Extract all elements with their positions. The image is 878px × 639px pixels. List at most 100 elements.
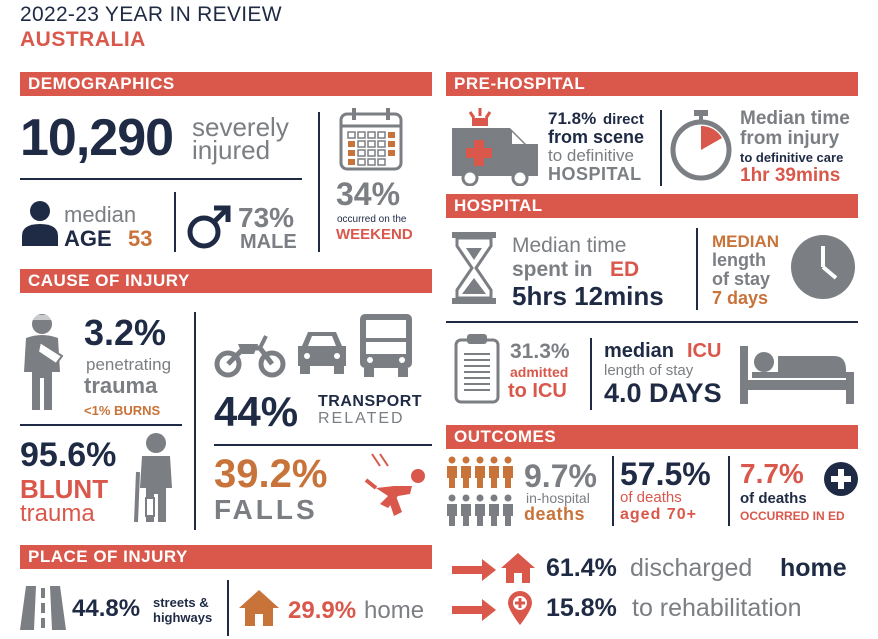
arrow-right-icon <box>452 557 496 583</box>
direct-line4: HOSPITAL <box>548 164 642 184</box>
stay-line1: MEDIAN <box>712 232 780 251</box>
divider <box>214 444 432 446</box>
direct-pct: 71.8% <box>548 109 597 128</box>
divider <box>194 312 196 530</box>
penetrating-pct: 3.2% <box>84 312 167 353</box>
transport-line1: TRANSPORT <box>318 393 423 410</box>
divider <box>660 110 662 186</box>
icu-stay-value: 4.0 DAYS <box>604 378 722 408</box>
death-line2: deaths <box>524 504 586 524</box>
hospital-heading: HOSPITAL <box>446 194 858 218</box>
outcomes-heading: OUTCOMES <box>446 425 858 449</box>
motorcycle-icon <box>214 330 286 378</box>
divider <box>20 178 302 180</box>
injured-person-icon <box>20 312 70 412</box>
report-title: 2022-23 YEAR IN REVIEW <box>20 3 282 26</box>
icu-line2: to ICU <box>508 380 567 402</box>
ed-death-line1: of deaths <box>740 490 807 507</box>
prehospital-heading: PRE-HOSPITAL <box>446 72 858 96</box>
hospital-bed-icon <box>738 342 856 406</box>
road-icon <box>20 586 66 630</box>
death-pct: 9.7% <box>524 458 597 494</box>
streets-line1: streets & <box>153 595 209 610</box>
burns-label: <1% BURNS <box>84 403 161 418</box>
discharged-home: home <box>780 554 847 582</box>
falls-pct: 39.2% <box>214 452 328 496</box>
injured-count: 10,290 <box>20 109 174 167</box>
age-word: AGE <box>64 226 112 251</box>
cause-heading: CAUSE OF INJURY <box>20 269 432 293</box>
ambulance-icon <box>450 106 542 186</box>
rehab-pct: 15.8% <box>546 594 617 622</box>
report-region: AUSTRALIA <box>20 28 146 51</box>
location-pin-icon <box>506 590 534 626</box>
falling-person-icon <box>358 452 432 524</box>
aged-pct: 57.5% <box>620 456 711 492</box>
blunt-line1: BLUNT <box>20 474 109 504</box>
time-line2: from injury <box>740 128 840 149</box>
ed-line2a: spent in <box>512 258 593 281</box>
weekend-line2: WEEKEND <box>336 226 413 243</box>
clock-icon <box>790 234 856 300</box>
discharged-text: discharged <box>630 554 753 582</box>
people-icon <box>446 456 520 528</box>
ed-line2b: ED <box>610 258 640 281</box>
stay-line2: length <box>712 250 766 270</box>
weekend-pct: 34% <box>336 176 401 212</box>
icu-stay-b: ICU <box>687 340 722 362</box>
demographics-heading: DEMOGRAPHICS <box>20 72 432 96</box>
aged-line1: of deaths <box>620 489 682 506</box>
home-label: home <box>364 597 425 624</box>
blunt-pct: 95.6% <box>20 436 117 474</box>
divider <box>174 192 176 252</box>
male-pct: 73% <box>238 202 295 233</box>
ed-value: 5hrs 12mins <box>512 281 664 311</box>
death-line1: in-hospital <box>526 490 590 506</box>
falls-label: FALLS <box>214 494 318 525</box>
injured-line1: severely <box>192 112 289 142</box>
transport-pct: 44% <box>214 388 299 435</box>
transport-line2: RELATED <box>318 410 405 427</box>
icu-stay-line2: length of stay <box>604 362 694 379</box>
divider <box>612 456 614 526</box>
stay-line3: of stay <box>712 269 771 289</box>
direct-line3: to definitive <box>548 146 634 165</box>
medical-cross-icon <box>824 462 858 496</box>
truck-icon <box>358 312 414 378</box>
car-icon <box>294 326 350 376</box>
crutch-person-icon <box>132 432 182 524</box>
rehab-text: to rehabilitation <box>632 594 802 622</box>
weekend-line1: occurred on the <box>337 214 407 225</box>
home-icon <box>500 552 536 584</box>
icu-line1: admitted <box>510 364 569 380</box>
icu-pct: 31.3% <box>510 340 570 363</box>
divider <box>590 338 592 410</box>
direct-word: direct <box>603 111 644 128</box>
person-icon <box>20 200 60 246</box>
stopwatch-icon <box>668 108 734 182</box>
divider <box>227 580 229 636</box>
age-value: 53 <box>128 226 153 251</box>
ed-death-pct: 7.7% <box>740 458 804 489</box>
ed-line1: Median time <box>512 234 627 257</box>
time-line1: Median time <box>740 108 850 129</box>
calendar-icon <box>338 106 404 172</box>
clipboard-icon <box>454 332 500 404</box>
divider <box>728 456 730 526</box>
hourglass-icon <box>452 232 496 304</box>
male-symbol-icon <box>186 204 232 250</box>
divider <box>696 228 698 310</box>
icu-stay-a: median <box>604 340 675 362</box>
direct-line2: from scene <box>548 127 645 147</box>
place-heading: PLACE OF INJURY <box>20 545 432 569</box>
divider <box>20 424 182 426</box>
discharged-pct: 61.4% <box>546 554 617 582</box>
blunt-line2: trauma <box>20 500 95 527</box>
divider <box>318 112 320 252</box>
time-line3: to definitive care <box>740 150 844 165</box>
stay-value: 7 days <box>712 288 769 308</box>
male-label: MALE <box>240 231 297 253</box>
arrow-right-icon <box>452 597 496 623</box>
divider <box>446 321 858 323</box>
home-pct: 29.9% <box>288 597 357 624</box>
